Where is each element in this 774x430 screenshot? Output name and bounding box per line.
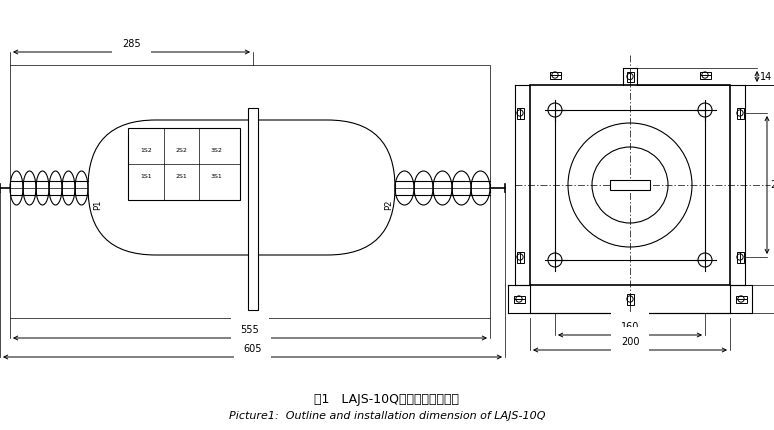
Text: 1S1: 1S1 <box>140 175 152 179</box>
Bar <box>128 128 240 200</box>
FancyBboxPatch shape <box>88 120 395 255</box>
Text: 图1   LAJS-10Q外形及安装尺寸图: 图1 LAJS-10Q外形及安装尺寸图 <box>314 393 460 406</box>
Text: 2S2: 2S2 <box>175 148 187 154</box>
Text: 2S1: 2S1 <box>175 175 187 179</box>
Bar <box>735 295 746 302</box>
Bar <box>700 71 711 79</box>
Text: Picture1:  Outline and installation dimension of LAJS-10Q: Picture1: Outline and installation dimen… <box>229 411 545 421</box>
Bar <box>550 71 560 79</box>
Text: 235: 235 <box>770 180 774 190</box>
Bar <box>530 85 730 285</box>
Text: 1S2: 1S2 <box>140 148 152 154</box>
Text: 555: 555 <box>241 325 259 335</box>
Bar <box>248 108 258 310</box>
Bar <box>626 294 633 304</box>
Bar <box>10 65 490 318</box>
Bar <box>513 295 525 302</box>
Text: 285: 285 <box>122 39 141 49</box>
Text: P1: P1 <box>93 200 102 210</box>
Bar <box>516 252 523 262</box>
Bar <box>555 110 705 260</box>
Text: 3S1: 3S1 <box>210 175 222 179</box>
Bar <box>516 108 523 119</box>
Text: 200: 200 <box>621 337 639 347</box>
Bar <box>737 252 744 262</box>
Text: 3S2: 3S2 <box>210 148 222 154</box>
Bar <box>626 71 633 82</box>
Bar <box>737 108 744 119</box>
Bar <box>610 180 650 190</box>
Text: 605: 605 <box>243 344 262 354</box>
Text: P2: P2 <box>384 200 393 210</box>
Text: 160: 160 <box>621 322 639 332</box>
Text: 14: 14 <box>760 71 772 82</box>
